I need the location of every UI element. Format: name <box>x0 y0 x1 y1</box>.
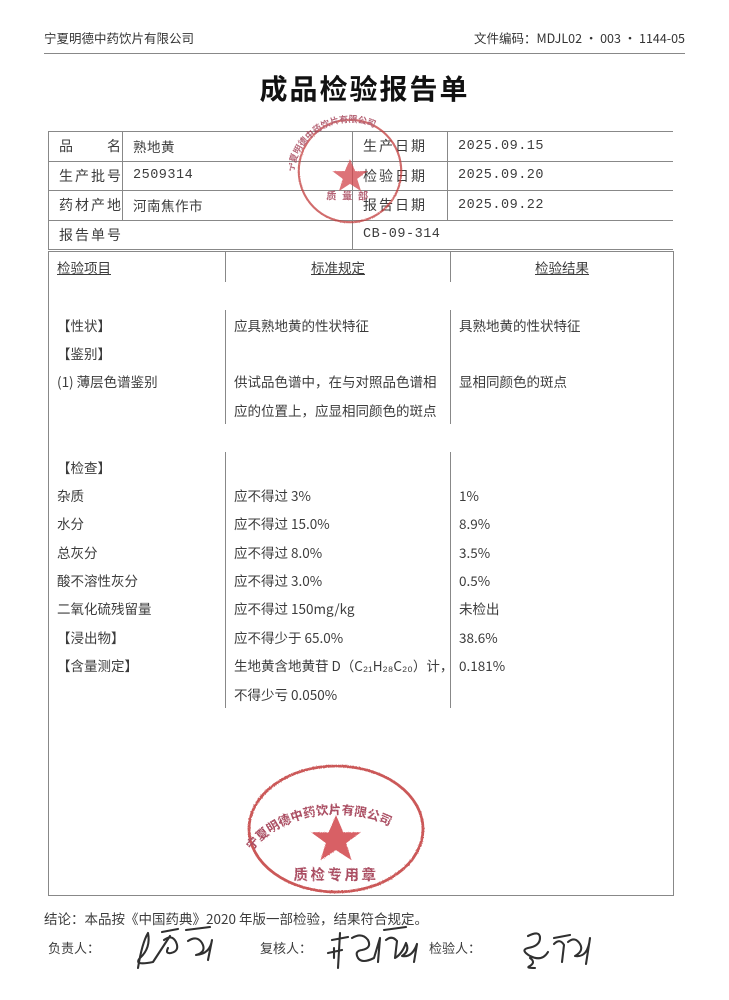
svg-text:质量部: 质量部 <box>326 187 374 202</box>
svg-text:宁夏明德中药饮片有限公司: 宁夏明德中药饮片有限公司 <box>289 112 378 173</box>
svg-text:质检专用章: 质检专用章 <box>294 864 379 885</box>
svg-text:宁夏明德中药饮片有限公司: 宁夏明德中药饮片有限公司 <box>241 799 396 854</box>
